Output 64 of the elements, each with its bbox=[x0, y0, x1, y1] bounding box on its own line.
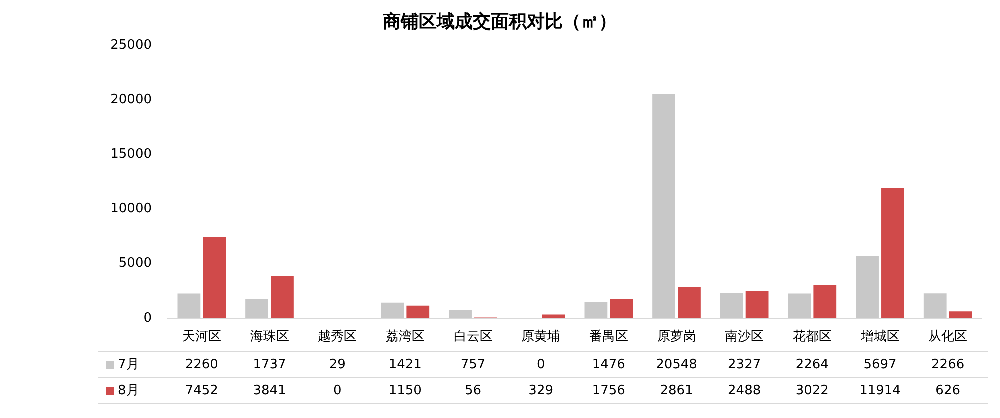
bar bbox=[610, 299, 634, 318]
y-tick-label: 15000 bbox=[110, 147, 152, 162]
data-label: 3022 bbox=[796, 383, 829, 398]
data-label: 56 bbox=[464, 383, 482, 398]
data-label: 329 bbox=[528, 383, 554, 398]
x-tick-label: 增城区 bbox=[860, 330, 900, 345]
data-label: 2327 bbox=[728, 357, 762, 372]
x-tick-label: 荔湾区 bbox=[386, 328, 425, 345]
data-label: 2260 bbox=[185, 357, 218, 372]
bar bbox=[746, 291, 769, 318]
bar bbox=[271, 276, 294, 318]
data-label: 1150 bbox=[388, 383, 422, 398]
y-tick-label: 0 bbox=[144, 310, 152, 326]
bar bbox=[178, 294, 201, 318]
bar bbox=[652, 94, 676, 318]
data-label: 626 bbox=[936, 383, 960, 398]
bar bbox=[856, 256, 879, 318]
bar bbox=[788, 294, 812, 318]
data-label: 2264 bbox=[796, 357, 829, 372]
bar bbox=[246, 299, 268, 318]
data-label: 2488 bbox=[728, 383, 762, 398]
data-label: 20548 bbox=[656, 357, 698, 372]
x-tick-label: 南沙区 bbox=[725, 330, 764, 345]
x-tick-label: 天河区 bbox=[182, 330, 222, 345]
legend-label: 7月 bbox=[118, 357, 140, 372]
data-label: 0 bbox=[536, 357, 546, 372]
data-label: 7452 bbox=[185, 383, 218, 398]
data-label: 1476 bbox=[592, 357, 626, 372]
data-label: 1756 bbox=[592, 383, 626, 398]
data-label: 3841 bbox=[253, 383, 286, 398]
x-tick-label: 原萝岗 bbox=[657, 330, 696, 345]
bar bbox=[203, 237, 226, 318]
y-tick-label: 10000 bbox=[110, 202, 152, 217]
data-label: 0 bbox=[333, 383, 342, 398]
data-label: 5697 bbox=[864, 357, 897, 372]
data-label: 757 bbox=[460, 357, 486, 372]
x-tick-label: 海珠区 bbox=[250, 330, 290, 345]
data-label: 11914 bbox=[860, 383, 901, 398]
data-label: 2861 bbox=[660, 383, 694, 398]
x-tick-label: 番禺区 bbox=[589, 330, 628, 345]
data-label: 29 bbox=[329, 357, 346, 372]
y-tick-label: 20000 bbox=[110, 92, 152, 108]
x-tick-label: 从化区 bbox=[928, 330, 968, 345]
bar bbox=[924, 294, 947, 318]
chart-title: 商铺区域成交面积对比（㎡） bbox=[382, 11, 617, 32]
y-tick-label: 25000 bbox=[110, 38, 152, 53]
bar bbox=[814, 285, 837, 318]
x-tick-label: 花都区 bbox=[792, 330, 832, 345]
data-label: 2266 bbox=[932, 357, 965, 372]
x-tick-label: 越秀区 bbox=[318, 330, 358, 345]
bar bbox=[584, 302, 608, 318]
legend-label: 8月 bbox=[118, 383, 140, 398]
x-tick-label: 白云区 bbox=[454, 330, 493, 345]
x-tick-label: 原黄埔 bbox=[522, 330, 561, 345]
bar bbox=[720, 293, 744, 318]
bar bbox=[678, 287, 701, 318]
data-label: 1737 bbox=[253, 357, 286, 372]
bar bbox=[449, 310, 472, 318]
bar bbox=[381, 302, 404, 318]
data-label: 1421 bbox=[388, 357, 422, 372]
y-tick-label: 5000 bbox=[118, 256, 152, 272]
bar bbox=[882, 188, 904, 318]
bar bbox=[406, 306, 430, 318]
bar bbox=[949, 312, 972, 318]
